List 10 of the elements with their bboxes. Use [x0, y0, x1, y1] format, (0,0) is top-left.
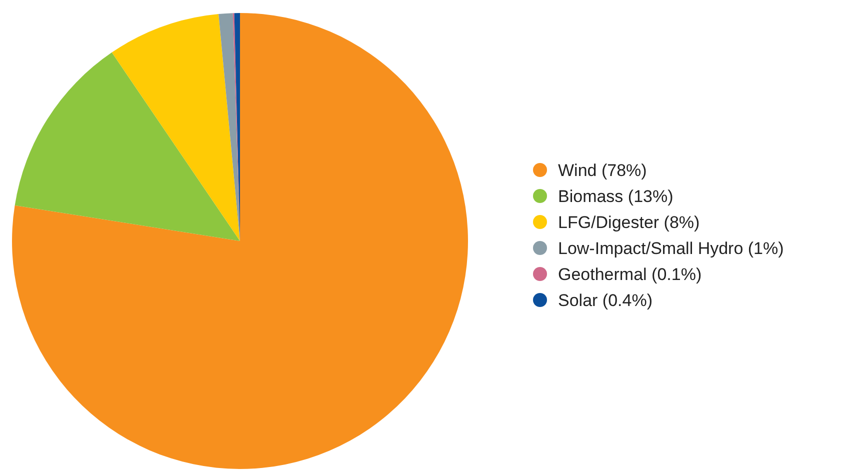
pie-slice — [14, 52, 240, 241]
legend-label: Low-Impact/Small Hydro (1%) — [558, 238, 784, 258]
pie-slice — [218, 13, 240, 241]
legend-label: Geothermal (0.1%) — [558, 264, 702, 284]
legend-label: Biomass (13%) — [558, 186, 674, 206]
legend-label: LFG/Digester (8%) — [558, 212, 700, 232]
pie-slice — [12, 13, 468, 469]
legend-label: Wind (78%) — [558, 160, 647, 180]
pie-slice — [112, 14, 240, 241]
legend-label: Solar (0.4%) — [558, 290, 652, 310]
